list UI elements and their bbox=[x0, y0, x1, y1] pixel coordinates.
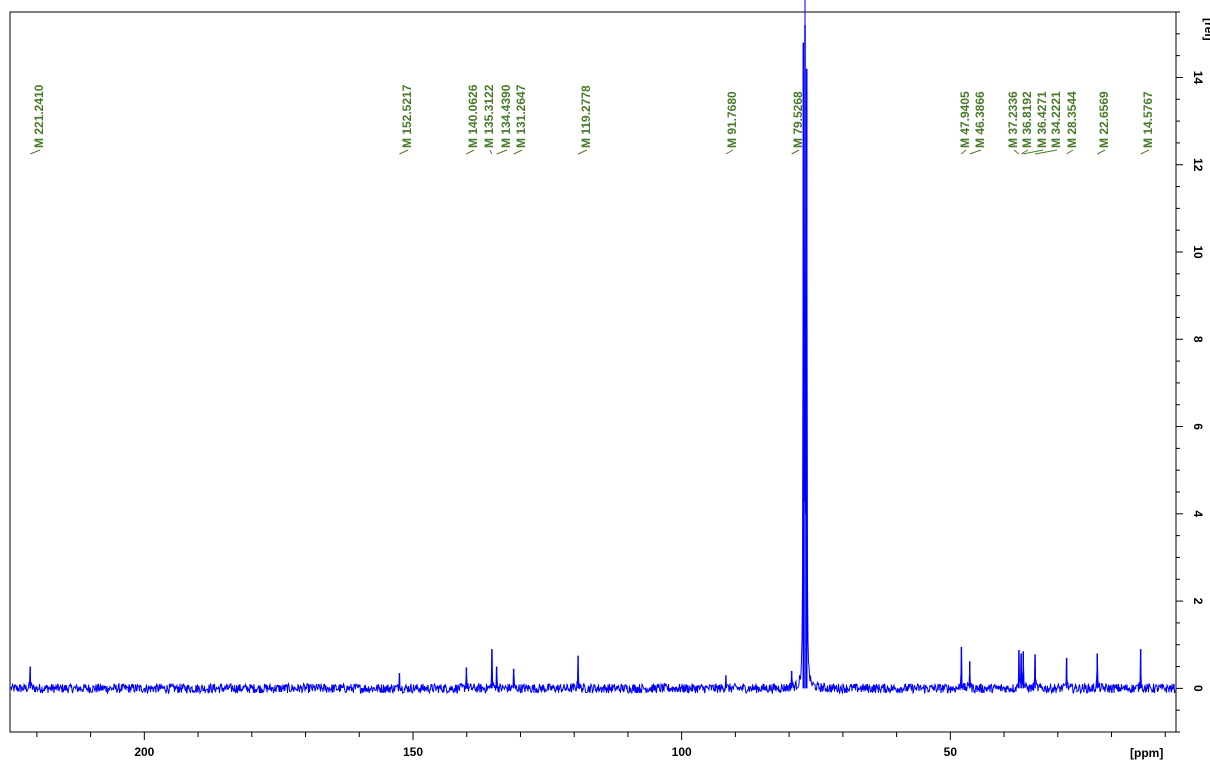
peak-label-leader bbox=[496, 149, 508, 155]
spectrum-trace bbox=[10, 0, 1176, 695]
y-tick-label: 10 bbox=[1191, 245, 1205, 259]
y-tick-label: 12 bbox=[1191, 158, 1205, 172]
peak-label: M 134.4390 bbox=[499, 84, 513, 148]
y-axis-unit-label: [rel] bbox=[1202, 18, 1210, 41]
peak-label: M 79.5268 bbox=[791, 91, 805, 148]
y-tick-label: 0 bbox=[1191, 685, 1205, 692]
peak-label-leader bbox=[961, 149, 967, 155]
peak-label-leader bbox=[725, 149, 734, 155]
x-axis-ticks: 200 150 100 50 bbox=[36, 732, 1166, 759]
peak-label: M 22.6569 bbox=[1097, 91, 1111, 148]
peak-label: M 131.2647 bbox=[514, 84, 528, 148]
peak-label: M 36.8192 bbox=[1020, 91, 1034, 148]
y-tick-label: 2 bbox=[1191, 598, 1205, 605]
peak-label: M 37.2336 bbox=[1006, 91, 1020, 148]
y-tick-label: 8 bbox=[1191, 336, 1205, 343]
y-tick-label: 6 bbox=[1191, 423, 1205, 430]
peak-label: M 91.7680 bbox=[725, 91, 739, 148]
peak-label: M 34.2221 bbox=[1049, 91, 1063, 148]
peak-label: M 46.3866 bbox=[973, 91, 987, 148]
peak-label: M 221.2410 bbox=[32, 84, 46, 148]
x-tick-label: 200 bbox=[134, 745, 154, 759]
peak-label-leader bbox=[1013, 149, 1020, 155]
peak-label-leader bbox=[466, 149, 475, 155]
peak-label: M 119.2778 bbox=[579, 85, 593, 148]
peak-label-leader bbox=[30, 149, 41, 155]
peak-label-leader bbox=[1097, 149, 1106, 155]
peak-label: M 28.3544 bbox=[1065, 91, 1079, 148]
peak-label: M 14.5767 bbox=[1141, 91, 1155, 148]
peak-label-leader bbox=[1023, 149, 1044, 155]
plot-frame bbox=[9, 11, 1177, 733]
spectrum-series bbox=[10, 0, 1176, 695]
x-tick-label: 50 bbox=[944, 745, 958, 759]
peak-label: M 135.3122 bbox=[482, 84, 496, 148]
x-tick-label: 100 bbox=[672, 745, 692, 759]
peak-label-leader bbox=[489, 149, 493, 155]
peak-label-leader bbox=[1020, 149, 1029, 155]
peak-labels: M 221.2410 M 152.5217 M 140.0626 M 135.3122… bbox=[30, 84, 1155, 155]
peak-label-leader bbox=[969, 149, 982, 155]
y-axis-ticks: 0 2 4 6 8 10 12 14 bbox=[1176, 11, 1205, 733]
peak-label-leader bbox=[513, 149, 523, 155]
peak-label-leader bbox=[1066, 149, 1074, 155]
peak-label: M 47.9405 bbox=[958, 91, 972, 148]
peak-label: M 140.0626 bbox=[466, 84, 480, 148]
peak-label: M 152.5217 bbox=[400, 84, 414, 148]
peak-label-leader bbox=[399, 149, 409, 155]
peak-label-leader bbox=[791, 149, 800, 155]
peak-label-leader bbox=[1035, 149, 1058, 155]
x-tick-label: 150 bbox=[403, 745, 423, 759]
peak-label: M 36.4271 bbox=[1035, 91, 1049, 148]
y-tick-label: 4 bbox=[1191, 510, 1205, 517]
y-tick-label: 14 bbox=[1191, 71, 1205, 85]
peak-label-leader bbox=[1140, 149, 1150, 155]
peak-label-leader bbox=[577, 149, 588, 155]
x-axis-unit-label: [ppm] bbox=[1130, 746, 1163, 760]
